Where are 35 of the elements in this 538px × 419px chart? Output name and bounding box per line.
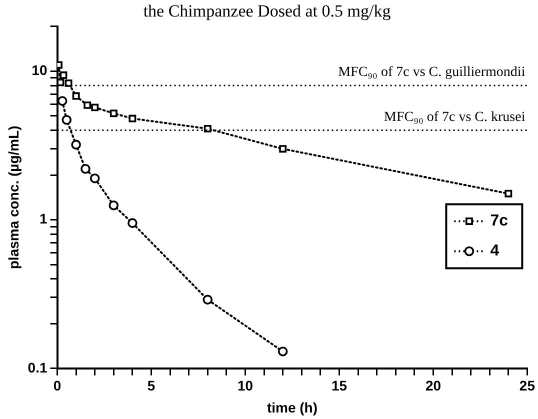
point [108,200,119,210]
y-tick-label: 0.1 [28,359,48,376]
point [128,114,136,122]
point [71,140,81,150]
point [128,218,138,228]
point [60,71,68,79]
x-tick-label: 20 [425,378,442,394]
y-tick-label: 1 [39,210,48,227]
x-tick-label: 25 [519,378,536,394]
point [57,96,68,106]
x-tick-label: 5 [147,378,156,394]
x-axis-title: time (h) [266,399,318,416]
legend-label: 4 [490,242,500,260]
point [80,164,90,174]
point [90,173,100,184]
x-tick-label: 15 [331,378,348,394]
point [279,145,287,153]
point [72,92,80,100]
point [278,346,288,356]
x-tick-label: 0 [53,378,62,394]
chart-title: the Chimpanzee Dosed at 0.5 mg/kg [143,2,392,21]
point [84,101,92,109]
ref-line-label: MFC₉₀ of 7c vs C. guilliermondii [338,65,526,80]
point [64,79,72,87]
point [204,124,212,132]
y-axis-title: plasma conc. (µg/mL) [5,126,22,270]
point [202,294,213,305]
x-tick-label: 10 [237,378,254,394]
point [62,114,72,125]
point [110,110,118,118]
point [504,190,512,198]
y-tick-label: 10 [32,62,48,78]
point [91,104,99,112]
legend-label: 7c [490,212,508,230]
ref-line-label: MFC₉₀ of 7c vs C. krusei [384,110,526,125]
